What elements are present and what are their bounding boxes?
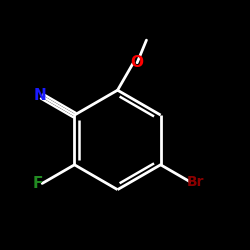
Text: N: N [33, 88, 46, 103]
Text: F: F [32, 176, 43, 192]
Text: Br: Br [187, 175, 205, 189]
Text: O: O [130, 55, 143, 70]
